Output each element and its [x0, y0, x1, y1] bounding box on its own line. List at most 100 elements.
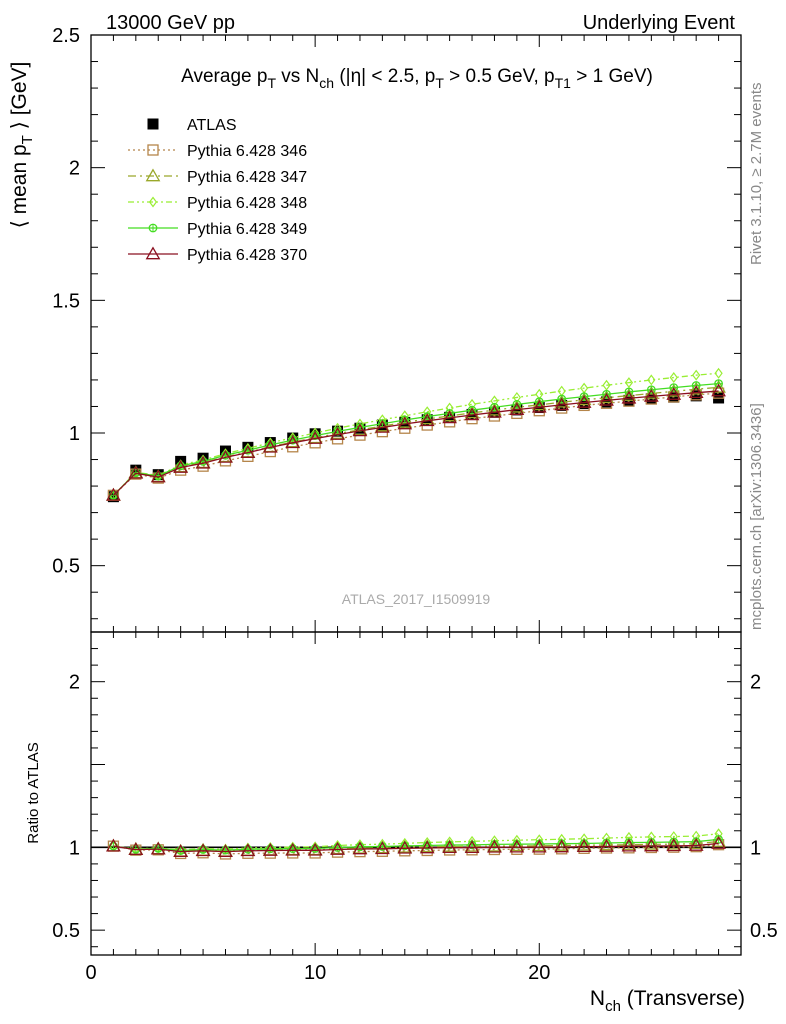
- data-point: [195, 843, 211, 857]
- data-point: [554, 397, 570, 411]
- data-point: [195, 455, 211, 469]
- ratio-frame: [90, 631, 742, 956]
- legend-label: ATLAS: [187, 117, 237, 134]
- header-right: Underlying Event: [583, 12, 736, 34]
- legend-entry-pythia-6-428-348: Pythia 6.428 348: [128, 195, 307, 212]
- legend-entry-pythia-6-428-346: Pythia 6.428 346: [128, 143, 307, 160]
- data-point: [643, 838, 659, 852]
- series-atlas: [107, 390, 725, 503]
- data-point: [173, 844, 189, 857]
- data-point: [621, 838, 637, 852]
- data-point: [240, 445, 256, 458]
- legend-label: Pythia 6.428 348: [187, 195, 307, 212]
- main-series: [106, 367, 726, 503]
- analysis-watermark: ATLAS_2017_I1509919: [342, 591, 491, 607]
- data-point: [487, 839, 502, 853]
- ratio-panel: 0.5 0.51 12 20 10 20 Ratio to ATLAS Nch (Tran…: [25, 631, 778, 1015]
- data-point: [599, 838, 614, 852]
- chart-title: Average pT vs Nch (|η| < 2.5, pT > 0.5 G…: [181, 66, 653, 91]
- series-line-pythia-6-428-348: [113, 833, 719, 851]
- x-tick-label: 0: [85, 962, 96, 984]
- y-tick-label: 1.5: [52, 290, 80, 312]
- y-axis-label: ⟨ mean pT ⟩ [GeV]: [8, 62, 36, 229]
- ratio-y-axis-label: Ratio to ATLAS: [25, 742, 42, 843]
- series-line-pythia-6-428-349: [112, 383, 719, 496]
- y-tick-label: 2: [69, 158, 80, 180]
- data-point: [240, 843, 256, 857]
- data-point: [262, 842, 278, 856]
- data-point: [464, 840, 480, 854]
- x-axis-label: Nch (Transverse): [590, 987, 745, 1015]
- series-line-pythia-6-428-346: [112, 392, 719, 496]
- data-point: [173, 459, 189, 473]
- legend-entry-pythia-6-428-370: Pythia 6.428 370: [128, 246, 307, 264]
- data-point: [150, 841, 166, 855]
- data-point: [419, 840, 435, 854]
- data-point: [218, 449, 233, 463]
- data-point: [624, 377, 634, 389]
- data-point: [602, 379, 611, 391]
- series-line-pythia-6-428-370: [112, 390, 719, 496]
- ratio-y-tick-label: 0.5: [52, 920, 80, 942]
- legend-label: Pythia 6.428 346: [187, 143, 307, 160]
- ratio-series: [106, 828, 726, 860]
- legend-label: Pythia 6.428 370: [187, 247, 307, 264]
- data-point: [599, 392, 614, 406]
- ratio-y-tick-label-right: 2: [750, 672, 761, 694]
- data-point: [688, 837, 704, 851]
- legend-marker: [147, 118, 159, 130]
- legend: ATLAS Pythia 6.428 346 Pythia 6.428 347 Pyt…: [128, 117, 307, 264]
- legend-marker: [145, 246, 161, 260]
- data-point: [688, 385, 704, 399]
- data-point: [330, 841, 345, 855]
- ratio-y-tick-label: 1: [69, 837, 80, 859]
- data-point: [714, 367, 723, 379]
- data-point: [711, 835, 726, 849]
- legend-marker: [148, 196, 158, 208]
- data-point: [692, 369, 701, 381]
- data-point: [464, 407, 480, 421]
- data-point: [442, 840, 457, 854]
- data-point: [576, 394, 592, 408]
- data-point: [666, 838, 682, 852]
- series-line-pythia-6-428-349: [113, 838, 719, 852]
- x-tick-label: 10: [304, 962, 326, 984]
- rivet-label: Rivet 3.1.10, ≥ 2.7M events: [748, 83, 765, 266]
- legend-entry-atlas: ATLAS: [147, 117, 237, 134]
- main-panel: 0.5 1 1.5 2 2.5 ATLAS_2017_I1509919 Average …: [8, 25, 742, 633]
- data-point: [375, 419, 390, 433]
- data-point: [285, 842, 301, 856]
- data-point: [106, 838, 121, 852]
- header-left: 13000 GeV pp: [106, 12, 235, 34]
- data-point: [352, 841, 368, 855]
- data-point: [128, 842, 144, 855]
- legend-marker: [145, 168, 161, 182]
- data-point: [487, 404, 502, 418]
- y-tick-label: 2.5: [52, 25, 80, 47]
- series-pythia-6-428-370: [106, 835, 726, 857]
- data-point: [307, 842, 323, 856]
- data-point: [621, 390, 637, 404]
- data-point: [509, 402, 525, 415]
- y-tick-label: 1: [69, 423, 80, 445]
- data-point: [554, 839, 570, 853]
- data-point: [285, 435, 301, 449]
- data-point: [531, 399, 547, 413]
- data-point: [218, 844, 233, 857]
- data-point: [397, 840, 413, 854]
- y-tick-label: 0.5: [52, 556, 80, 578]
- data-point: [330, 427, 345, 440]
- data-point: [352, 423, 368, 437]
- data-point: [666, 386, 682, 400]
- x-tick-label: 20: [528, 962, 550, 984]
- legend-entry-pythia-6-428-349: Pythia 6.428 349: [128, 221, 307, 238]
- series-line-pythia-6-428-348: [112, 372, 719, 496]
- data-point: [711, 383, 726, 397]
- series-line-pythia-6-428-347: [113, 840, 719, 852]
- data-point: [531, 839, 547, 853]
- series-line-pythia-6-428-346: [113, 844, 719, 855]
- series-line-pythia-6-428-370: [113, 842, 719, 853]
- data-point: [669, 372, 678, 384]
- ratio-y-tick-label-right: 0.5: [750, 920, 778, 942]
